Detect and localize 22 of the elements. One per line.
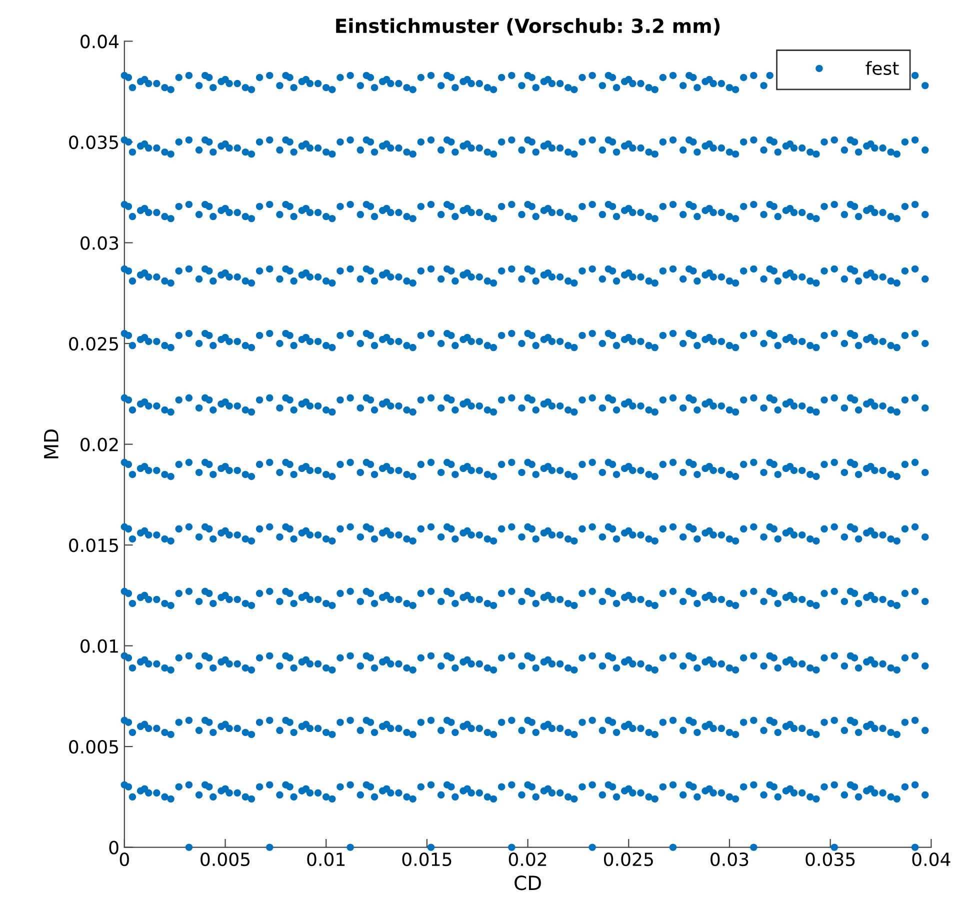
y-tick-label: 0.015: [69, 538, 118, 552]
y-tick-label: 0.03: [80, 236, 118, 250]
x-tick-label: 0.035: [806, 852, 855, 866]
y-axis-title: MD: [44, 430, 58, 458]
x-tick-label: 0.02: [508, 852, 546, 866]
y-tick-label: 0.04: [80, 34, 119, 48]
y-tick-label: 0.025: [69, 336, 118, 351]
x-tick-label: 0.015: [402, 852, 452, 866]
y-tick-label: 0.005: [69, 740, 118, 754]
y-tick-label: 0.01: [80, 639, 118, 653]
chart-title: Einstichmuster (Vorschub: 3.2 mm): [336, 18, 720, 36]
y-tick-label: 0: [109, 840, 118, 854]
x-tick-label: 0.01: [307, 852, 345, 866]
x-tick-label: 0.005: [200, 852, 250, 866]
x-tick-label: 0.03: [710, 852, 748, 866]
legend-label: fest: [866, 61, 899, 76]
x-axis-title: CD: [514, 876, 541, 890]
y-tick-label: 0.02: [80, 438, 118, 452]
y-tick-label: 0.035: [69, 135, 118, 150]
x-tick-label: 0.04: [912, 852, 950, 866]
x-tick-label: 0: [120, 852, 129, 866]
x-tick-label: 0.025: [604, 852, 653, 866]
